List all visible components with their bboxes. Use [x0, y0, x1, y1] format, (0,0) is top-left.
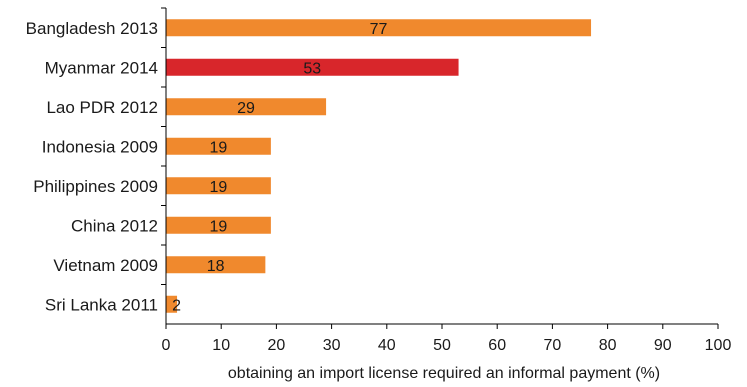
bar-philippines-2009 — [166, 177, 271, 195]
category-label-sri-lanka-2011: Sri Lanka 2011 — [45, 295, 158, 314]
data-label-lao-pdr-2012: 29 — [237, 100, 255, 117]
data-label-vietnam-2009: 18 — [207, 258, 225, 275]
x-ticks-group: 0 10 20 30 40 50 60 70 80 90 100 — [161, 7, 732, 354]
category-label-lao-pdr-2012: Lao PDR 2012 — [46, 98, 158, 117]
bar-lao-pdr-2012 — [166, 98, 327, 116]
data-label-china-2012: 19 — [210, 218, 228, 235]
x-tick-label: 30 — [323, 337, 341, 354]
category-label-vietnam-2009: Vietnam 2009 — [53, 256, 158, 275]
x-tick-label: 100 — [705, 337, 732, 354]
x-axis-label: obtaining an import license required an … — [228, 365, 660, 382]
category-label-philippines-2009: Philippines 2009 — [33, 177, 158, 196]
x-tick-label: 60 — [488, 337, 506, 354]
bar-sri-lanka-2011 — [166, 295, 178, 313]
bar-vietnam-2009 — [166, 256, 266, 274]
bar-myanmar-2014 — [166, 58, 459, 76]
x-tick-label: 80 — [599, 337, 617, 354]
data-labels-group: 77 53 29 19 19 19 18 2 — [172, 21, 387, 315]
category-label-bangladesh-2013: Bangladesh 2013 — [26, 19, 158, 38]
data-label-indonesia-2009: 19 — [210, 139, 228, 156]
category-label-indonesia-2009: Indonesia 2009 — [42, 137, 158, 156]
bar-indonesia-2009 — [166, 137, 271, 155]
category-label-china-2012: China 2012 — [71, 216, 158, 235]
category-label-myanmar-2014: Myanmar 2014 — [45, 58, 158, 77]
x-tick-label: 10 — [212, 337, 230, 354]
bar-china-2012 — [166, 216, 271, 234]
category-labels-group: Bangladesh 2013 Myanmar 2014 Lao PDR 2012 I… — [26, 19, 158, 315]
data-label-myanmar-2014: 53 — [303, 60, 321, 77]
data-label-sri-lanka-2011: 2 — [172, 297, 181, 314]
data-label-bangladesh-2013: 77 — [370, 21, 388, 38]
x-tick-label: 90 — [654, 337, 672, 354]
x-tick-label: 20 — [268, 337, 286, 354]
data-label-philippines-2009: 19 — [210, 179, 228, 196]
bar-bangladesh-2013 — [166, 19, 592, 37]
x-tick-label: 0 — [162, 337, 171, 354]
x-tick-label: 70 — [544, 337, 562, 354]
x-tick-label: 40 — [378, 337, 396, 354]
bars-group — [166, 19, 592, 313]
x-tick-label: 50 — [433, 337, 451, 354]
